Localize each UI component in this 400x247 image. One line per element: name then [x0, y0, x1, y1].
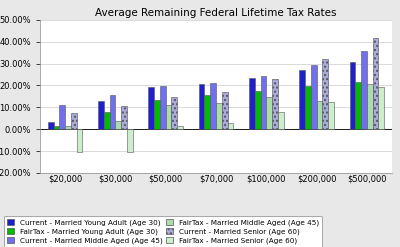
Bar — [210, 83, 216, 129]
Bar — [299, 70, 305, 129]
Bar — [378, 87, 384, 129]
Bar — [199, 84, 204, 129]
Bar — [104, 112, 110, 129]
Bar — [110, 95, 116, 129]
Bar — [311, 65, 316, 129]
Bar — [305, 86, 311, 129]
Bar — [204, 95, 210, 129]
Bar — [98, 101, 104, 129]
Bar — [166, 105, 172, 129]
Bar — [367, 84, 373, 129]
Bar — [272, 79, 278, 129]
Bar — [249, 78, 255, 129]
Bar — [77, 129, 82, 152]
Bar — [160, 86, 166, 129]
Bar — [361, 51, 367, 129]
Bar — [172, 97, 177, 129]
Bar — [322, 59, 328, 129]
Bar — [177, 126, 183, 129]
Bar — [266, 97, 272, 129]
Bar — [116, 122, 121, 129]
Bar — [148, 87, 154, 129]
Bar — [121, 106, 127, 129]
Bar — [154, 100, 160, 129]
Bar — [65, 126, 71, 129]
Bar — [59, 105, 65, 129]
Bar — [216, 103, 222, 129]
Bar — [71, 113, 77, 129]
Bar — [278, 112, 284, 129]
Bar — [373, 38, 378, 129]
Bar — [222, 92, 228, 129]
Bar — [355, 82, 361, 129]
Bar — [350, 62, 355, 129]
Bar — [328, 102, 334, 129]
Title: Average Remaining Federal Lifetime Tax Rates: Average Remaining Federal Lifetime Tax R… — [95, 8, 337, 18]
Bar — [127, 129, 133, 152]
Bar — [48, 122, 54, 129]
Bar — [228, 123, 233, 129]
Legend: Current - Married Young Adult (Age 30), FairTax - Married Young Adult (Age 30), : Current - Married Young Adult (Age 30), … — [4, 216, 322, 247]
Bar — [255, 91, 260, 129]
Bar — [260, 76, 266, 129]
Bar — [54, 126, 59, 129]
Bar — [316, 101, 322, 129]
